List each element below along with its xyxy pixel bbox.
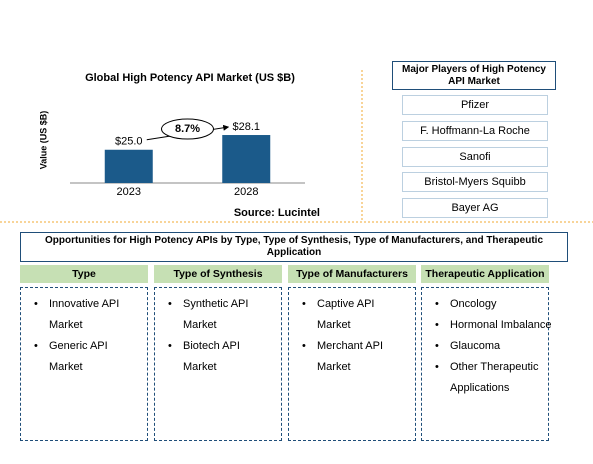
item-list: Innovative API MarketGeneric API Market	[21, 294, 127, 378]
list-item: Biotech API Market	[181, 336, 261, 378]
column-box: Synthetic API MarketBiotech API Market	[154, 287, 282, 441]
list-item: Generic API Market	[47, 336, 127, 378]
column-header: Type of Manufacturers	[288, 265, 416, 283]
column-box: Innovative API MarketGeneric API Market	[20, 287, 148, 441]
chart-title: Global High Potency API Market (US $B)	[85, 72, 295, 84]
players-title: Major Players of High Potency API Market	[392, 61, 556, 90]
player-item: Bristol-Myers Squibb	[402, 172, 548, 193]
column-box: OncologyHormonal ImbalanceGlaucomaOther …	[421, 287, 552, 441]
column-header: Therapeutic Application	[421, 265, 549, 283]
player-item: Bayer AG	[402, 198, 548, 219]
list-item: Synthetic API Market	[181, 294, 261, 336]
x-tick-label: 2028	[234, 186, 258, 198]
list-item: Merchant API Market	[315, 336, 395, 378]
bar	[222, 135, 271, 183]
player-item: F. Hoffmann-La Roche	[402, 120, 548, 141]
list-item: Other Therapeutic Applications	[448, 357, 556, 399]
column-header: Type	[20, 265, 148, 283]
annotation: 8.7%	[175, 123, 200, 135]
value-label: $25.0	[115, 136, 143, 148]
list-item: Oncology	[448, 294, 556, 315]
list-item: Hormonal Imbalance	[448, 315, 556, 336]
column-box: Captive API MarketMerchant API Market	[288, 287, 416, 441]
column-header: Type of Synthesis	[154, 265, 282, 283]
item-list: OncologyHormonal ImbalanceGlaucomaOther …	[422, 294, 556, 399]
x-tick-label: 2023	[117, 186, 141, 198]
player-item: Sanofi	[402, 146, 548, 167]
annotation-ellipse	[161, 118, 214, 140]
list-item: Captive API Market	[315, 294, 395, 336]
y-axis-label: Value (US $B)	[38, 111, 48, 170]
player-item: Pfizer	[402, 95, 548, 115]
item-list: Captive API MarketMerchant API Market	[289, 294, 395, 378]
bar	[104, 149, 153, 183]
list-item: Innovative API Market	[47, 294, 127, 336]
source: Source: Lucintel	[234, 207, 320, 219]
value-label: $28.1	[232, 121, 260, 133]
list-item: Glaucoma	[448, 336, 556, 357]
opportunities-title: Opportunities for High Potency APIs by T…	[20, 232, 568, 262]
item-list: Synthetic API MarketBiotech API Market	[155, 294, 261, 378]
